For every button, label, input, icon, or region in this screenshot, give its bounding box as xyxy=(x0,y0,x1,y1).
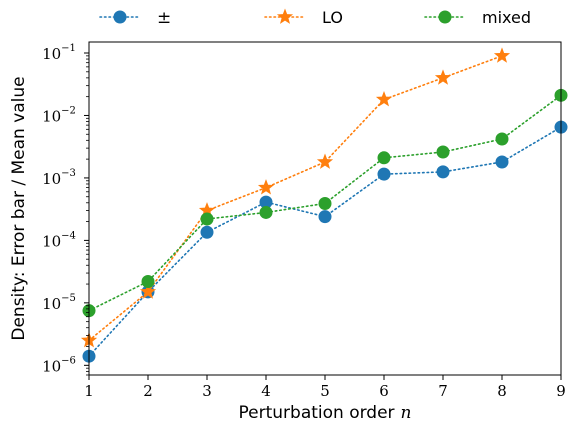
legend-item: ± xyxy=(99,8,171,28)
data-point xyxy=(318,210,332,224)
x-tick-label: 5 xyxy=(320,382,330,400)
data-point xyxy=(139,283,157,299)
axis-ticks: 1 2 3 4 5 6 7 8 9 10−1 10−2 10−3 10−4 10−5 10−6 xyxy=(42,43,566,400)
series-3 xyxy=(82,88,568,318)
x-axis-label-text: Perturbation order xyxy=(239,403,395,423)
data-point xyxy=(377,151,391,165)
x-tick-label: 6 xyxy=(379,382,389,400)
series-line xyxy=(88,55,503,342)
data-point xyxy=(377,167,391,181)
x-tick-label: 1 xyxy=(84,382,94,400)
data-point xyxy=(434,69,452,85)
data-point xyxy=(316,153,334,169)
data-point xyxy=(375,91,393,107)
legend-label: LO xyxy=(322,8,343,27)
data-point xyxy=(141,274,155,288)
y-tick-label: 10−5 xyxy=(42,293,76,313)
x-tick-label: 3 xyxy=(202,382,212,400)
data-point xyxy=(495,132,509,146)
series-2 xyxy=(80,47,511,348)
x-tick-label: 7 xyxy=(438,382,448,400)
legend: ± LO mixed xyxy=(99,8,531,28)
x-tick-label: 8 xyxy=(497,382,507,400)
y-tick-label: 10−2 xyxy=(42,105,76,125)
y-tick-label: 10−1 xyxy=(42,43,76,63)
data-point xyxy=(257,179,275,195)
data-point xyxy=(259,195,273,209)
data-point xyxy=(436,145,450,159)
data-point xyxy=(436,165,450,179)
data-point xyxy=(259,205,273,219)
y-tick-label: 10−4 xyxy=(42,230,76,250)
x-axis-label: Perturbation order n xyxy=(239,403,412,423)
data-point xyxy=(495,155,509,169)
x-tick-label: 9 xyxy=(556,382,566,400)
legend-marker xyxy=(276,8,294,24)
data-point xyxy=(198,202,216,218)
y-axis-label: Density: Error bar / Mean value xyxy=(9,76,29,340)
data-point xyxy=(318,196,332,210)
y-tick-label: 10−3 xyxy=(42,168,76,188)
x-tick-label: 4 xyxy=(261,382,271,400)
legend-marker xyxy=(113,10,127,24)
data-point xyxy=(200,212,214,226)
legend-item: mixed xyxy=(424,8,531,27)
data-point xyxy=(493,47,511,63)
legend-label: ± xyxy=(157,8,171,28)
x-tick-label: 2 xyxy=(143,382,153,400)
series-1 xyxy=(82,120,568,363)
legend-label: mixed xyxy=(482,8,531,27)
y-tick-label: 10−6 xyxy=(42,355,76,375)
legend-item: LO xyxy=(264,8,343,27)
x-axis-variable: n xyxy=(401,403,412,423)
data-point xyxy=(200,225,214,239)
legend-marker xyxy=(438,10,452,24)
series-layer xyxy=(80,47,568,363)
